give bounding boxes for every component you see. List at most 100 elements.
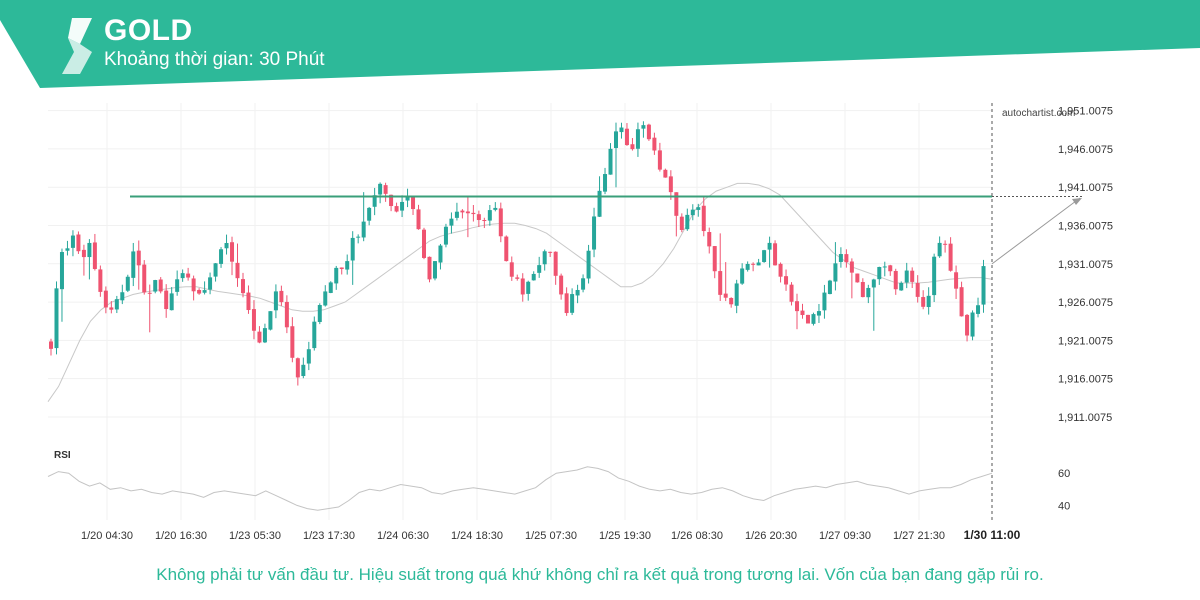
candle-body: [378, 183, 383, 195]
candle-body: [422, 229, 427, 258]
x-tick-label: 1/24 06:30: [377, 530, 429, 542]
candle-body: [312, 321, 317, 349]
y-tick-label: 1,946.0075: [1058, 144, 1113, 156]
candle-body: [493, 207, 498, 210]
candle-body: [696, 207, 701, 210]
candle-body: [970, 312, 975, 337]
candle-body: [70, 235, 75, 248]
candle-body: [619, 127, 624, 133]
candle-body: [849, 261, 854, 273]
candle-body: [164, 290, 169, 310]
candle-body: [515, 277, 520, 279]
candle-body: [520, 278, 525, 295]
candle-body: [756, 262, 761, 266]
x-tick-label: 1/26 08:30: [671, 530, 723, 542]
candle-body: [718, 271, 723, 295]
candle-body: [323, 291, 328, 306]
candle-body: [624, 128, 629, 146]
candle-body: [509, 262, 514, 277]
disclaimer-text: Không phải tư vấn đầu tư. Hiệu suất tron…: [156, 565, 1044, 584]
candle-body: [279, 290, 284, 303]
y-tick-label: 1,941.0075: [1058, 182, 1113, 194]
candle-body: [471, 212, 476, 215]
candle-body: [805, 314, 810, 324]
y-tick-label: 1,921.0075: [1058, 335, 1113, 347]
candle-body: [81, 249, 86, 258]
candle-body: [537, 265, 542, 273]
candle-body: [487, 210, 492, 221]
candle-body: [581, 278, 586, 290]
candle-body: [114, 299, 119, 310]
rsi-tick-label: 60: [1058, 468, 1070, 480]
candle-body: [668, 176, 673, 193]
y-tick-label: 1,916.0075: [1058, 374, 1113, 386]
candle-body: [230, 242, 235, 262]
candle-body: [109, 307, 114, 310]
candle-body: [438, 245, 443, 263]
candle-body: [257, 331, 262, 343]
candle-body: [816, 311, 821, 316]
header-background: [0, 0, 1200, 88]
candle-body: [526, 281, 531, 294]
candle-body: [334, 267, 339, 284]
candle-body: [811, 314, 816, 324]
candle-body: [597, 190, 602, 217]
candle-body: [773, 243, 778, 266]
candle-body: [860, 282, 865, 298]
candle-body: [147, 292, 152, 294]
y-tick-label: 1,926.0075: [1058, 297, 1113, 309]
candle-body: [915, 283, 920, 297]
candle-body: [262, 328, 267, 343]
x-tick-label: 1/25 19:30: [599, 530, 651, 542]
candle-body: [476, 214, 481, 221]
candle-body: [213, 263, 218, 277]
candle-body: [208, 277, 213, 290]
candle-body: [910, 270, 915, 282]
candle-body: [674, 192, 679, 216]
candle-body: [504, 236, 509, 262]
candle-body: [734, 283, 739, 306]
candle-body: [762, 250, 767, 263]
candle-body: [273, 291, 278, 311]
candle-body: [306, 349, 311, 364]
axis-layer: 1,951.0075 1,946.0075 1,941.0075 1,936.0075…: [81, 103, 1113, 542]
x-tick-label: 1/27 09:30: [819, 530, 871, 542]
candle-body: [844, 254, 849, 263]
candle-body: [657, 150, 662, 170]
x-tick-label: 1/23 05:30: [229, 530, 281, 542]
candle-body: [641, 125, 646, 129]
candle-body: [663, 169, 668, 178]
candle-body: [246, 292, 251, 311]
candle-body: [131, 251, 136, 278]
candle-body: [328, 282, 333, 293]
candle-body: [904, 270, 909, 283]
candle-body: [877, 266, 882, 280]
y-tick-label: 1,936.0075: [1058, 220, 1113, 232]
candle-body: [888, 265, 893, 272]
candle-body: [690, 209, 695, 216]
candle-body: [454, 211, 459, 218]
x-tick-label: 1/20 16:30: [155, 530, 207, 542]
candle-body: [498, 208, 503, 237]
candle-body: [531, 273, 536, 281]
y-tick-label: 1,931.0075: [1058, 259, 1113, 271]
candle-body: [652, 137, 657, 151]
candle-body: [301, 364, 306, 377]
candle-body: [235, 262, 240, 279]
candle-body: [180, 273, 185, 279]
candle-body: [411, 196, 416, 210]
candle-body: [103, 290, 108, 308]
candle-body: [976, 305, 981, 314]
candle-body: [295, 358, 300, 378]
projection-arrowhead: [1072, 197, 1082, 205]
y-tick-label: 1,951.0075: [1058, 106, 1113, 118]
candle-body: [65, 248, 70, 251]
rsi-panel: 60 40: [47, 466, 1070, 512]
candle-body: [613, 131, 618, 149]
candle-body: [443, 226, 448, 245]
candle-body: [317, 305, 322, 322]
candle-body: [893, 270, 898, 290]
candle-body: [751, 263, 756, 265]
candle-body: [158, 279, 163, 292]
candle-body: [745, 263, 750, 270]
